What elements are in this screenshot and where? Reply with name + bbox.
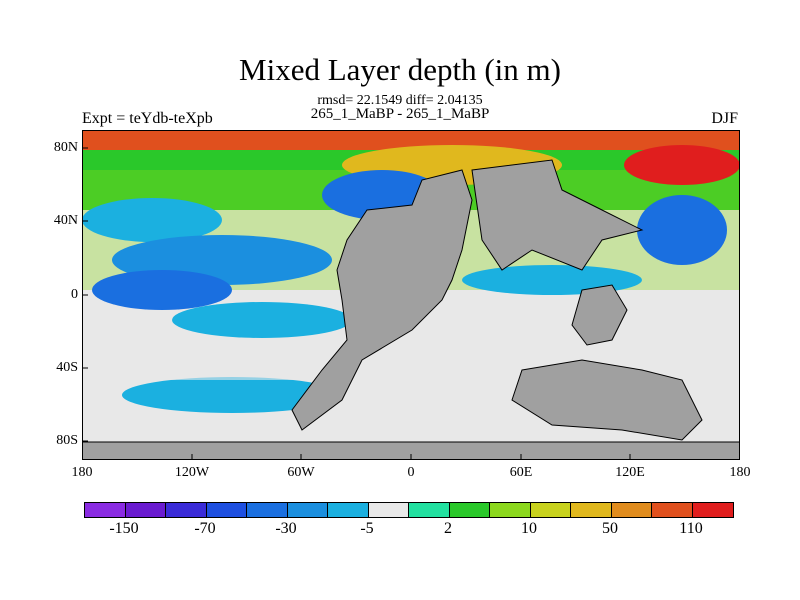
land-australia xyxy=(571,284,628,346)
colorbar-swatch-13 xyxy=(611,503,652,517)
colorbar-swatch-4 xyxy=(247,503,288,517)
colorbar-swatch-3 xyxy=(206,503,247,517)
lon-tick-180e: 180 xyxy=(729,465,751,480)
lat-tick-80s: 80S xyxy=(56,433,78,448)
colorbar-swatch-0 xyxy=(85,503,126,517)
field-n-pacific-cyan xyxy=(82,198,222,242)
colorbar-swatch-5 xyxy=(287,503,328,517)
land-africa-europe xyxy=(291,169,473,431)
colorbar-swatch-11 xyxy=(530,503,571,517)
field-arctic-hot xyxy=(624,145,740,185)
colorbar-swatch-10 xyxy=(490,503,531,517)
colorbar-label: -150 xyxy=(109,520,139,537)
colorbar-swatch-15 xyxy=(692,503,733,517)
map-plot xyxy=(82,130,740,460)
lat-tick-40n: 40N xyxy=(53,213,78,228)
stats-subtitle: rmsd= 22.1549 diff= 2.04135 xyxy=(317,93,483,108)
runs-subtitle: 265_1_MaBP - 265_1_MaBP xyxy=(310,106,490,122)
land-antarctic-east xyxy=(511,359,703,441)
colorbar-swatch-14 xyxy=(652,503,693,517)
colorbar-label: 50 xyxy=(602,520,618,537)
colorbar-swatch-1 xyxy=(125,503,166,517)
land-antarctica xyxy=(82,441,740,460)
colorbar-swatch-8 xyxy=(409,503,450,517)
colorbar-swatch-12 xyxy=(571,503,612,517)
lat-tick-40s: 40S xyxy=(56,360,78,375)
colorbar-label: 110 xyxy=(679,520,703,537)
colorbar-swatch-2 xyxy=(166,503,207,517)
colorbar xyxy=(84,502,734,518)
colorbar-swatch-7 xyxy=(368,503,409,517)
colorbar-label: 2 xyxy=(444,520,452,537)
colorbar-label: -5 xyxy=(360,520,374,537)
field-w-pacific-blue xyxy=(637,195,727,265)
lat-tick-80n: 80N xyxy=(53,140,78,155)
season-label: DJF xyxy=(711,110,738,127)
chart-title: Mixed Layer depth (in m) xyxy=(239,52,561,87)
colorbar-label: 10 xyxy=(521,520,537,537)
lon-tick-60w: 60W xyxy=(287,465,315,480)
tick-marks xyxy=(82,147,631,460)
colorbar-label: -70 xyxy=(194,520,216,537)
lat-tick-0: 0 xyxy=(71,287,78,302)
lon-tick-0: 0 xyxy=(407,465,415,480)
colorbar-swatch-6 xyxy=(328,503,369,517)
field-south-neutral xyxy=(82,340,332,380)
field-s-pacific-cyan xyxy=(172,302,352,338)
lon-tick-120e: 120E xyxy=(615,465,645,480)
experiment-label: Expt = teYdb-teXpb xyxy=(82,110,213,127)
lon-tick-180w: 180 xyxy=(71,465,93,480)
lon-tick-120w: 120W xyxy=(174,465,210,480)
colorbar-label: -30 xyxy=(275,520,297,537)
field-southern-cyan xyxy=(122,377,342,413)
lon-tick-60e: 60E xyxy=(509,465,533,480)
land-asia xyxy=(471,159,644,271)
colorbar-swatch-9 xyxy=(449,503,490,517)
field-pacific-blue-2 xyxy=(92,270,232,310)
